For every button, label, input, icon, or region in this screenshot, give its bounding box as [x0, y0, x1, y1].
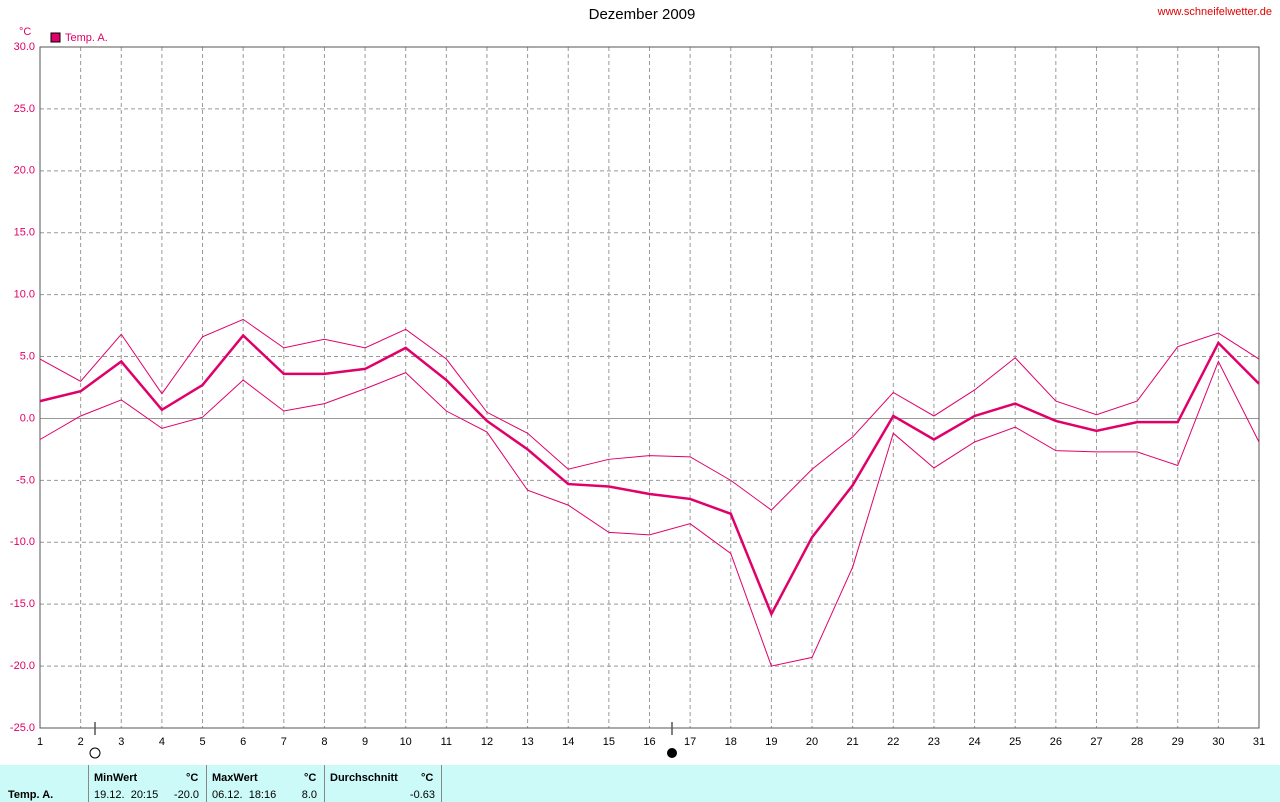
y-tick-label: 10.0 [14, 289, 35, 301]
x-tick-label: 22 [887, 736, 899, 748]
column-header: Durchschnitt [330, 772, 398, 784]
x-tick-label: 11 [441, 736, 452, 748]
legend-label: Temp. A. [65, 32, 108, 44]
x-tick-label: 10 [400, 736, 412, 748]
x-tick-label: 31 [1253, 736, 1265, 748]
source-link[interactable]: www.schneifelwetter.de [1157, 6, 1272, 18]
x-tick-label: 16 [643, 736, 655, 748]
full-moon [667, 748, 677, 758]
separator [88, 765, 89, 802]
x-tick-label: 25 [1009, 736, 1021, 748]
time: 06.12. 18:16 [212, 789, 277, 801]
column-header: MinWert [94, 772, 138, 784]
series-line [39, 333, 1260, 618]
x-tick-label: 20 [806, 736, 818, 748]
x-tick-label: 12 [481, 736, 493, 748]
series-line [39, 360, 1260, 667]
x-tick-label: 27 [1090, 736, 1102, 748]
y-tick-label: 0.0 [20, 412, 35, 424]
y-tick-label: -5.0 [16, 474, 35, 486]
series-line [39, 318, 1260, 511]
row-label: Temp. A. [8, 789, 54, 801]
separator [206, 765, 207, 802]
plot-border [39, 46, 1260, 729]
y-tick-label: 30.0 [14, 41, 35, 53]
value: -20.0 [173, 789, 199, 801]
column-unit: °C [304, 772, 317, 784]
x-tick-label: 8 [321, 736, 327, 748]
stats-table: Temp. A. MinWert °C 19.12. 20:15 -20.0 M… [0, 765, 1280, 802]
x-tick-label: 18 [725, 736, 737, 748]
column-header: MaxWert [212, 772, 258, 784]
x-tick-label: 5 [199, 736, 205, 748]
x-tick-label: 19 [765, 736, 777, 748]
x-tick-label: 30 [1212, 736, 1224, 748]
value: -0.63 [409, 789, 435, 801]
new-moon [89, 747, 101, 759]
y-tick-label: -10.0 [10, 536, 35, 548]
y-tick-label: -15.0 [10, 598, 35, 610]
column-unit: °C [421, 772, 434, 784]
x-tick-label: 21 [847, 736, 859, 748]
value: 8.0 [301, 789, 317, 801]
x-tick-label: 6 [240, 736, 246, 748]
x-tick-label: 29 [1172, 736, 1184, 748]
x-tick-label: 23 [928, 736, 940, 748]
x-tick-label: 7 [281, 736, 287, 748]
chart: Dezember 2009 www.schneifelwetter.de °C … [10, 6, 1272, 759]
column-unit: °C [186, 772, 199, 784]
x-tick-label: 13 [521, 736, 533, 748]
x-tick-label: 2 [78, 736, 84, 748]
x-tick-label: 28 [1131, 736, 1143, 748]
time: 19.12. 20:15 [94, 789, 159, 801]
x-tick-label: 26 [1050, 736, 1062, 748]
y-tick-label: 5.0 [20, 350, 35, 362]
y-tick-label: 20.0 [14, 165, 35, 177]
x-tick-label: 24 [968, 736, 980, 748]
y-tick-label: 15.0 [14, 227, 35, 239]
x-tick-label: 1 [37, 736, 43, 748]
y-unit: °C [19, 26, 31, 38]
x-tick-label: 15 [603, 736, 615, 748]
y-tick-label: -25.0 [10, 722, 35, 734]
x-tick-label: 4 [159, 736, 165, 748]
chart-title: Dezember 2009 [589, 6, 696, 23]
x-tick-label: 9 [362, 736, 368, 748]
y-tick-label: 25.0 [14, 103, 35, 115]
legend-swatch [50, 32, 61, 43]
separator [324, 765, 325, 802]
separator [441, 765, 442, 802]
x-tick-label: 3 [118, 736, 124, 748]
x-tick-label: 14 [562, 736, 574, 748]
x-tick-label: 17 [684, 736, 696, 748]
y-tick-label: -20.0 [10, 660, 35, 672]
